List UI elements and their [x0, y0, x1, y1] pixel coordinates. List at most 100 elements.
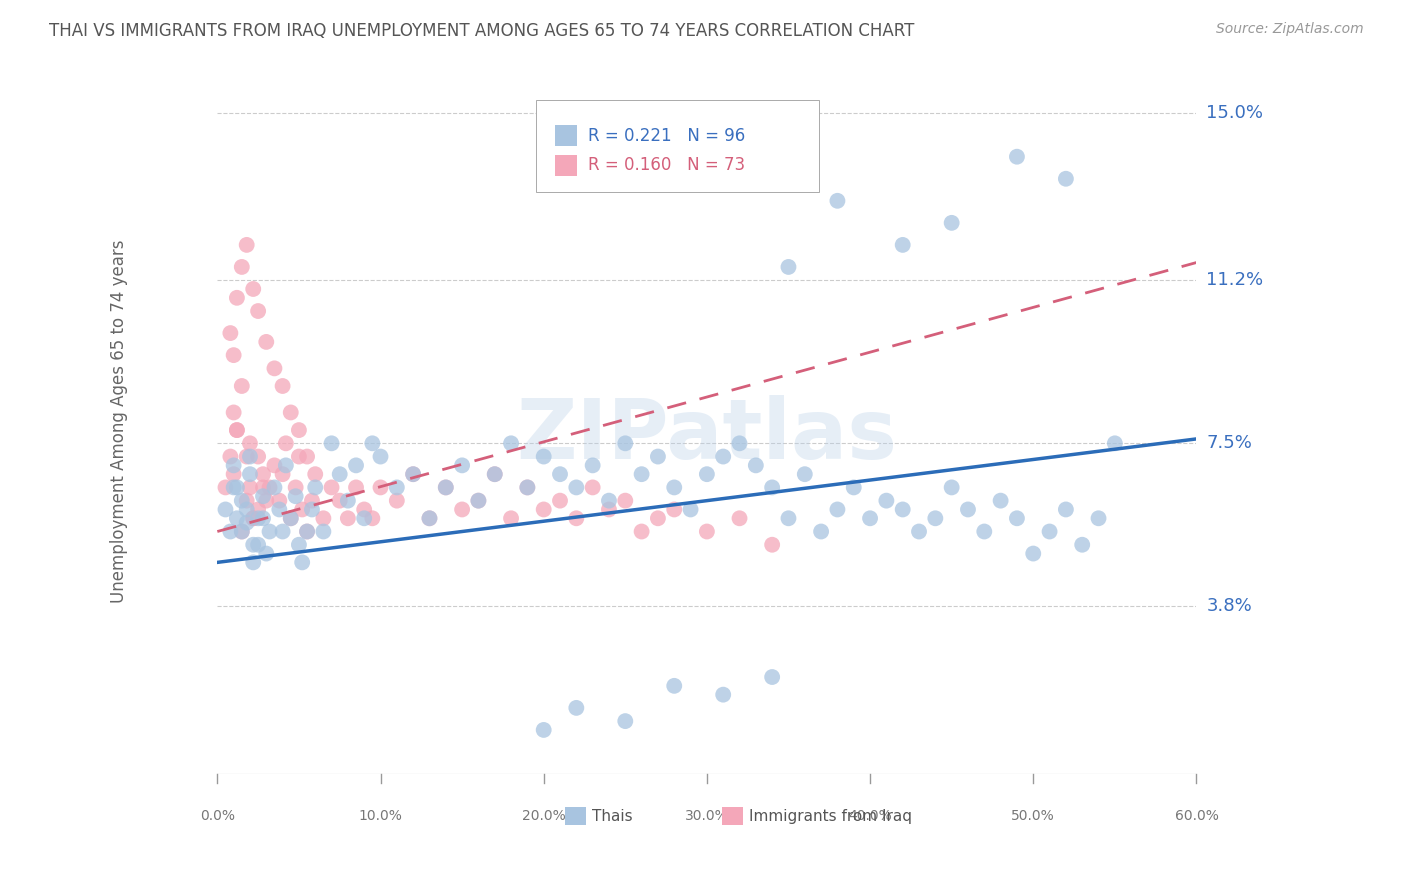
Point [295, 524, 318, 539]
Point [679, 502, 702, 516]
Text: 3.8%: 3.8% [1206, 598, 1251, 615]
Point [271, 379, 294, 393]
Point [225, 511, 247, 525]
Text: 20.0%: 20.0% [522, 809, 565, 823]
Point [222, 348, 245, 362]
Point [304, 480, 326, 494]
Point [370, 450, 392, 464]
Point [288, 450, 311, 464]
Point [385, 480, 408, 494]
Point [664, 480, 686, 494]
Text: 10.0%: 10.0% [359, 809, 402, 823]
Point [235, 450, 257, 464]
Point [269, 502, 291, 516]
Point [219, 524, 242, 539]
Point [288, 423, 311, 437]
Point [827, 194, 849, 208]
FancyBboxPatch shape [536, 100, 820, 192]
Point [630, 524, 652, 539]
Point [516, 480, 538, 494]
Point [778, 511, 800, 525]
Point [222, 405, 245, 419]
Point [533, 450, 555, 464]
Point [329, 467, 352, 482]
Point [295, 450, 318, 464]
Point [1071, 538, 1094, 552]
Text: 60.0%: 60.0% [1174, 809, 1219, 823]
Point [247, 450, 270, 464]
Point [696, 467, 718, 482]
Point [647, 511, 669, 525]
Point [1087, 511, 1109, 525]
Point [280, 511, 302, 525]
Point [247, 538, 270, 552]
Point [254, 547, 277, 561]
Point [711, 688, 734, 702]
Point [361, 511, 384, 525]
Point [269, 493, 291, 508]
Point [239, 450, 262, 464]
Point [235, 502, 257, 516]
Point [827, 502, 849, 516]
Point [254, 493, 277, 508]
Point [247, 511, 270, 525]
Point [630, 467, 652, 482]
Text: ZIPatlas: ZIPatlas [516, 395, 897, 476]
Point [418, 511, 440, 525]
Point [467, 493, 489, 508]
FancyBboxPatch shape [555, 125, 576, 146]
Point [235, 516, 257, 530]
Point [252, 489, 274, 503]
Point [239, 480, 262, 494]
Point [598, 493, 620, 508]
Point [242, 511, 264, 525]
Point [288, 538, 311, 552]
Point [247, 502, 270, 516]
FancyBboxPatch shape [555, 154, 576, 176]
Text: 7.5%: 7.5% [1206, 434, 1253, 452]
Point [291, 502, 314, 516]
Point [696, 524, 718, 539]
Point [231, 493, 253, 508]
Point [664, 679, 686, 693]
Point [219, 450, 242, 464]
Point [353, 511, 375, 525]
Point [291, 555, 314, 569]
Point [810, 524, 832, 539]
Point [284, 480, 307, 494]
Text: Unemployment Among Ages 65 to 74 years: Unemployment Among Ages 65 to 74 years [111, 240, 128, 603]
Point [484, 467, 506, 482]
Point [614, 714, 637, 728]
Point [434, 480, 457, 494]
Point [1104, 436, 1126, 450]
Point [259, 480, 281, 494]
Point [252, 480, 274, 494]
Point [859, 511, 882, 525]
Point [484, 467, 506, 482]
Point [402, 467, 425, 482]
Point [1054, 171, 1077, 186]
Point [598, 502, 620, 516]
Point [336, 493, 359, 508]
Point [434, 480, 457, 494]
Point [242, 511, 264, 525]
Point [614, 436, 637, 450]
Point [295, 524, 318, 539]
Point [565, 480, 588, 494]
Point [301, 493, 323, 508]
Point [214, 480, 236, 494]
Point [956, 502, 979, 516]
Point [647, 450, 669, 464]
Point [908, 524, 931, 539]
Point [533, 723, 555, 737]
Point [664, 502, 686, 516]
Point [312, 511, 335, 525]
Point [582, 458, 605, 473]
Point [728, 436, 751, 450]
Point [280, 405, 302, 419]
Text: R = 0.221   N = 96: R = 0.221 N = 96 [588, 127, 745, 145]
Point [274, 436, 297, 450]
Point [284, 489, 307, 503]
Text: Source: ZipAtlas.com: Source: ZipAtlas.com [1216, 22, 1364, 37]
Point [385, 493, 408, 508]
